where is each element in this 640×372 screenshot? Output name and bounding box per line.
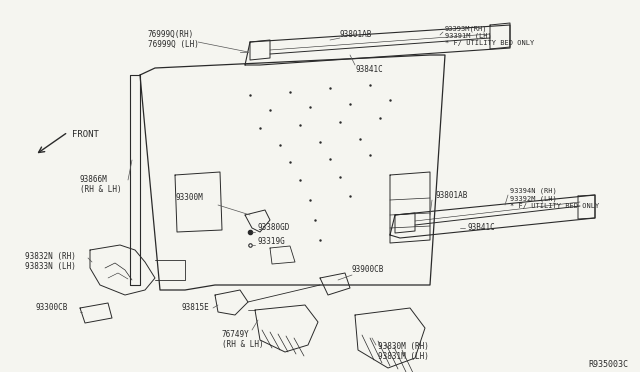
Text: 93866M
(RH & LH): 93866M (RH & LH) [80, 175, 122, 195]
Text: 76999Q(RH)
76999Q (LH): 76999Q(RH) 76999Q (LH) [148, 30, 199, 49]
Text: 93B41C: 93B41C [468, 224, 496, 232]
Text: 93380GD: 93380GD [258, 224, 291, 232]
Text: 93300M: 93300M [175, 193, 203, 202]
Text: R935003C: R935003C [588, 360, 628, 369]
Text: 93841C: 93841C [355, 65, 383, 74]
Text: 93815E: 93815E [182, 304, 210, 312]
Text: 93300CB: 93300CB [35, 304, 67, 312]
Text: 93801AB: 93801AB [435, 190, 467, 199]
Text: 93394N (RH)
93392M (LH)
* F/ UTILITY BED ONLY: 93394N (RH) 93392M (LH) * F/ UTILITY BED… [510, 188, 599, 209]
Text: 93319G: 93319G [258, 237, 285, 247]
Text: 93900CB: 93900CB [352, 266, 385, 275]
Text: 76749Y
(RH & LH): 76749Y (RH & LH) [222, 330, 264, 349]
Text: 93832N (RH)
93833N (LH): 93832N (RH) 93833N (LH) [25, 252, 76, 272]
Text: 93801AB: 93801AB [340, 30, 372, 39]
Text: 93830M (RH)
93831M (LH): 93830M (RH) 93831M (LH) [378, 342, 429, 362]
Text: FRONT: FRONT [72, 130, 99, 139]
Text: 93393M(RH)
93391M (LH)
* F/ UTILITY BED ONLY: 93393M(RH) 93391M (LH) * F/ UTILITY BED … [445, 25, 534, 46]
